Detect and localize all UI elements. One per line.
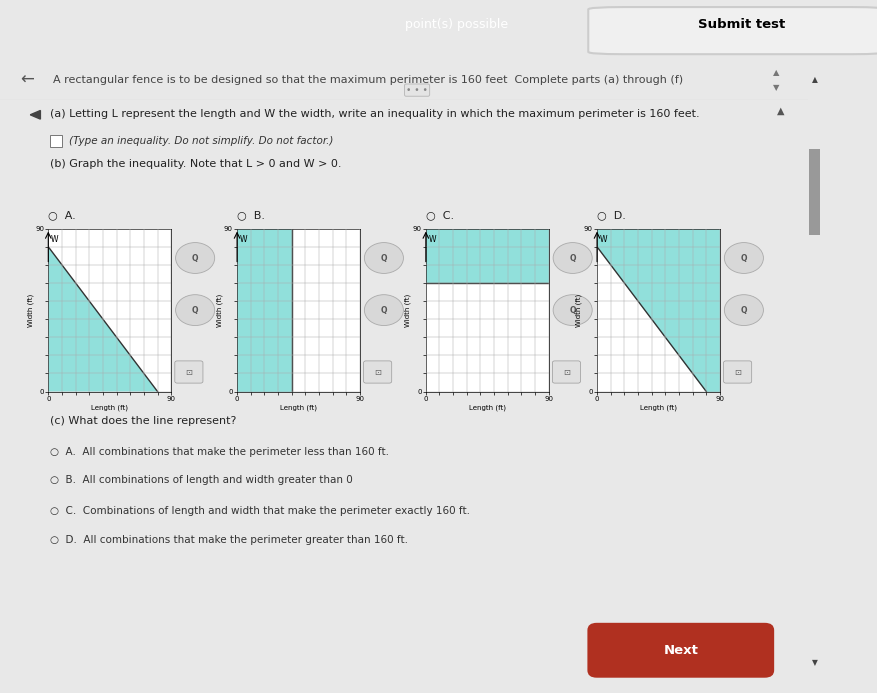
X-axis label: Length (ft): Length (ft) bbox=[91, 405, 128, 411]
Text: Submit test: Submit test bbox=[697, 18, 785, 31]
Text: W: W bbox=[428, 235, 436, 244]
Circle shape bbox=[553, 295, 591, 326]
Polygon shape bbox=[596, 229, 719, 392]
Text: ▲: ▲ bbox=[776, 105, 783, 116]
Polygon shape bbox=[48, 247, 157, 392]
Text: ▼: ▼ bbox=[772, 83, 779, 92]
Text: ○  C.  Combinations of length and width that make the perimeter exactly 160 ft.: ○ C. Combinations of length and width th… bbox=[50, 506, 469, 516]
Text: ⊡: ⊡ bbox=[185, 367, 192, 376]
Text: W: W bbox=[51, 235, 59, 244]
Bar bbox=[809, 149, 819, 235]
FancyBboxPatch shape bbox=[175, 361, 203, 383]
Text: Q: Q bbox=[381, 254, 387, 263]
FancyBboxPatch shape bbox=[588, 7, 877, 54]
Text: Q: Q bbox=[740, 306, 746, 315]
Text: (a) Letting L represent the length and W the width, write an inequality in which: (a) Letting L represent the length and W… bbox=[50, 109, 699, 119]
Circle shape bbox=[364, 295, 403, 326]
Text: point(s) possible: point(s) possible bbox=[404, 18, 508, 31]
Text: ○  B.: ○ B. bbox=[237, 211, 265, 220]
Circle shape bbox=[724, 295, 763, 326]
Text: Q: Q bbox=[192, 254, 198, 263]
Text: ▲: ▲ bbox=[772, 69, 779, 78]
Text: ○  D.: ○ D. bbox=[596, 211, 625, 220]
Text: ⊡: ⊡ bbox=[733, 367, 740, 376]
Circle shape bbox=[175, 295, 215, 326]
FancyBboxPatch shape bbox=[552, 361, 580, 383]
Text: (c) What does the line represent?: (c) What does the line represent? bbox=[50, 416, 236, 426]
Text: (b) Graph the inequality. Note that L > 0 and W > 0.: (b) Graph the inequality. Note that L > … bbox=[50, 159, 341, 169]
Circle shape bbox=[724, 243, 763, 274]
FancyBboxPatch shape bbox=[587, 623, 774, 678]
Y-axis label: Width (ft): Width (ft) bbox=[404, 294, 410, 326]
Y-axis label: Width (ft): Width (ft) bbox=[216, 294, 222, 326]
Text: Q: Q bbox=[381, 306, 387, 315]
Circle shape bbox=[175, 243, 215, 274]
Text: ←: ← bbox=[20, 71, 34, 89]
Text: Q: Q bbox=[569, 254, 575, 263]
Text: ▼: ▼ bbox=[811, 658, 816, 667]
Circle shape bbox=[364, 243, 403, 274]
Text: Q: Q bbox=[192, 306, 198, 315]
Bar bbox=[425, 229, 548, 283]
Text: Q: Q bbox=[569, 306, 575, 315]
Text: ⊡: ⊡ bbox=[562, 367, 569, 376]
Text: A rectangular fence is to be designed so that the maximum perimeter is 160 feet : A rectangular fence is to be designed so… bbox=[53, 75, 681, 85]
Y-axis label: Width (ft): Width (ft) bbox=[575, 294, 581, 326]
Circle shape bbox=[553, 243, 591, 274]
X-axis label: Length (ft): Length (ft) bbox=[468, 405, 505, 411]
Text: Q: Q bbox=[740, 254, 746, 263]
X-axis label: Length (ft): Length (ft) bbox=[639, 405, 676, 411]
FancyBboxPatch shape bbox=[363, 361, 391, 383]
Text: W: W bbox=[599, 235, 607, 244]
Text: • • •: • • • bbox=[406, 86, 427, 95]
Text: ○  A.: ○ A. bbox=[48, 211, 76, 220]
FancyBboxPatch shape bbox=[723, 361, 751, 383]
Polygon shape bbox=[30, 110, 40, 119]
Text: ○  B.  All combinations of length and width greater than 0: ○ B. All combinations of length and widt… bbox=[50, 475, 353, 484]
Bar bbox=[237, 229, 291, 392]
Text: ⊡: ⊡ bbox=[374, 367, 381, 376]
Text: Next: Next bbox=[663, 644, 698, 657]
Text: ○  A.  All combinations that make the perimeter less than 160 ft.: ○ A. All combinations that make the peri… bbox=[50, 447, 389, 457]
Text: ▲: ▲ bbox=[811, 75, 816, 84]
Text: ○  C.: ○ C. bbox=[425, 211, 453, 220]
Text: ○  D.  All combinations that make the perimeter greater than 160 ft.: ○ D. All combinations that make the peri… bbox=[50, 535, 407, 545]
X-axis label: Length (ft): Length (ft) bbox=[280, 405, 317, 411]
Bar bbox=[50, 135, 62, 148]
Y-axis label: Width (ft): Width (ft) bbox=[27, 294, 33, 326]
Text: W: W bbox=[239, 235, 247, 244]
Text: (Type an inequality. Do not simplify. Do not factor.): (Type an inequality. Do not simplify. Do… bbox=[69, 137, 333, 146]
